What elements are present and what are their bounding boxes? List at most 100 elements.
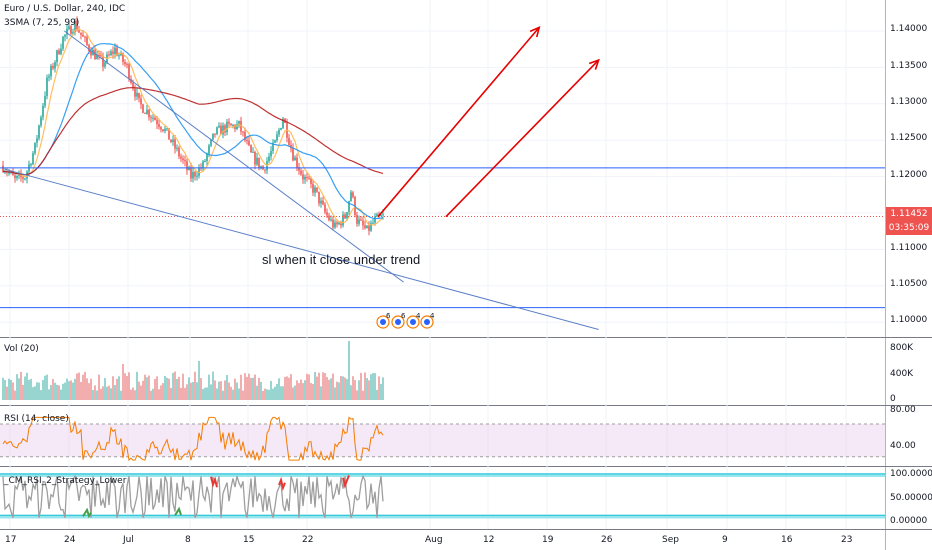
candle-body <box>24 178 26 180</box>
candle-body <box>210 139 212 146</box>
candle-body <box>292 148 294 161</box>
candle-body <box>14 175 16 179</box>
candle-body <box>30 164 32 166</box>
cm-rsi-tick: 50.00000 <box>890 493 932 503</box>
volume-bar <box>16 374 18 400</box>
price-tick: 1.10000 <box>890 315 928 325</box>
candle-body <box>140 98 142 105</box>
candle-body <box>138 92 140 99</box>
volume-bar <box>356 390 358 400</box>
candle-body <box>144 112 146 114</box>
time-label: 23 <box>841 535 853 545</box>
volume-bar <box>110 388 112 400</box>
volume-bar <box>228 382 230 400</box>
candle-body <box>360 219 362 221</box>
volume-bar <box>38 382 40 400</box>
candle-body <box>56 50 58 63</box>
time-label: 12 <box>483 535 495 545</box>
event-count: 4 <box>416 312 421 320</box>
candle-body <box>310 178 312 184</box>
volume-bar <box>174 371 176 400</box>
volume-bar <box>338 382 340 400</box>
candle-body <box>348 201 350 213</box>
volume-bar <box>92 389 94 400</box>
candle-body <box>372 222 374 224</box>
volume-bar <box>88 383 90 400</box>
volume-bar <box>330 378 332 400</box>
candle-body <box>254 151 256 165</box>
volume-bar <box>140 385 142 400</box>
trend-line <box>64 30 404 283</box>
candle-body <box>94 49 96 60</box>
candle-body <box>102 56 104 67</box>
volume-bar <box>370 374 372 400</box>
volume-bar <box>200 378 202 400</box>
candle-body <box>76 20 78 31</box>
event-count: 4 <box>430 312 435 320</box>
volume-bar <box>162 383 164 400</box>
volume-bar <box>180 387 182 400</box>
volume-bar <box>126 376 128 400</box>
volume-bar <box>374 373 376 400</box>
volume-bar <box>352 376 354 400</box>
cm-signal-segment <box>210 476 218 488</box>
candle-body <box>224 125 226 133</box>
volume-bar <box>128 372 130 400</box>
volume-bar <box>226 375 228 400</box>
volume-tick: 400K <box>890 369 914 379</box>
volume-bar <box>120 390 122 400</box>
time-label: 9 <box>722 535 728 545</box>
volume-bar <box>34 386 36 400</box>
candle-body <box>252 151 254 153</box>
rsi-tick: 80.00 <box>890 405 916 415</box>
sma-25-line <box>3 43 384 220</box>
volume-bar <box>132 387 134 400</box>
volume-bar <box>150 390 152 400</box>
candle-body <box>300 170 302 175</box>
candle-body <box>52 65 54 69</box>
candle-body <box>2 165 4 172</box>
price-tick: 1.13000 <box>890 97 928 107</box>
cm-rsi-line <box>2 474 384 518</box>
volume-bar <box>66 378 68 400</box>
candle-body <box>304 176 306 180</box>
volume-tick: 0 <box>890 394 896 404</box>
candle-body <box>142 104 144 113</box>
candle-body <box>218 125 220 128</box>
volume-bar <box>64 382 66 400</box>
volume-bar <box>234 378 236 400</box>
candle-body <box>134 88 136 97</box>
volume-bar <box>220 381 222 400</box>
candle-body <box>168 128 170 140</box>
candle-body <box>238 120 240 125</box>
volume-bar <box>28 379 30 400</box>
volume-bar <box>170 387 172 400</box>
candle-body <box>128 64 130 79</box>
volume-bar <box>142 380 144 400</box>
candle-body <box>70 26 72 35</box>
volume-bar <box>316 376 318 400</box>
stop-loss-note: sl when it close under trend <box>262 252 421 267</box>
cm-signal-segment <box>174 506 182 516</box>
volume-bar <box>8 378 10 400</box>
event-count: 6 <box>386 312 391 320</box>
candle-body <box>122 53 124 62</box>
volume-bar <box>332 373 334 400</box>
candle-body <box>112 51 114 54</box>
candle-body <box>66 28 68 35</box>
volume-bar <box>112 376 114 400</box>
candle-body <box>150 117 152 119</box>
volume-bar <box>334 387 336 400</box>
volume-bar <box>246 376 248 400</box>
candle-body <box>366 225 368 229</box>
chart-title: Euro / U.S. Dollar, 240, IDC <box>4 4 126 14</box>
price-tick: 1.10500 <box>890 279 928 289</box>
candle-body <box>184 160 186 162</box>
price-tick: 1.13500 <box>890 61 928 71</box>
volume-bar <box>48 389 50 400</box>
volume-bar <box>206 387 208 400</box>
candle-body <box>338 222 340 225</box>
volume-bar <box>2 377 4 400</box>
candle-body <box>342 214 344 226</box>
